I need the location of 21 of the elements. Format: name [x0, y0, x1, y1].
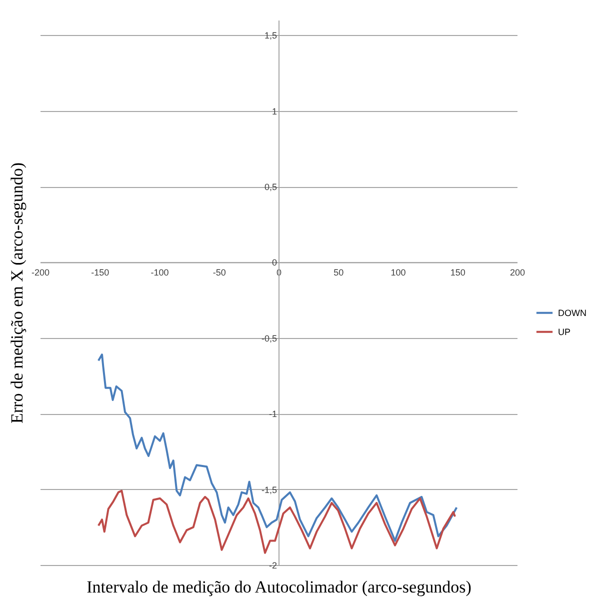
x-tick-label: 100	[390, 268, 406, 278]
x-tick-label: -50	[212, 268, 226, 278]
legend-label: UP	[558, 326, 571, 337]
x-axis-title: Intervalo de medição do Autocolimador (arco-segundos)	[86, 578, 472, 596]
y-tick-label: 1	[272, 106, 277, 116]
y-tick-label: -1,5	[261, 484, 277, 495]
x-tick-label: -100	[150, 268, 169, 278]
y-tick-label: -0,5	[261, 333, 277, 344]
x-tick-label: -200	[31, 268, 50, 278]
y-tick-label: 0	[272, 258, 277, 268]
legend-label: DOWN	[558, 308, 586, 318]
x-tick-label: 150	[450, 268, 466, 278]
y-tick-label: -2	[268, 560, 277, 570]
x-tick-label: 200	[510, 268, 526, 278]
x-tick-label: 50	[334, 268, 344, 278]
y-tick-label: -1	[268, 409, 277, 420]
x-tick-label: -150	[91, 268, 110, 278]
y-tick-label: 1,5	[264, 30, 277, 41]
y-axis-title: Erro de medição em X (arco-segundo)	[8, 162, 26, 424]
y-tick-label: 0,5	[264, 182, 277, 192]
line-series	[97, 354, 458, 542]
